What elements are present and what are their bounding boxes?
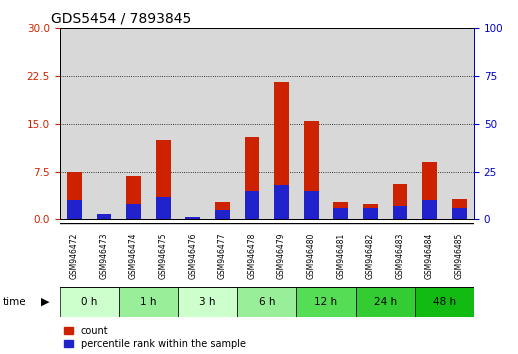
Bar xyxy=(296,28,326,219)
Text: GSM946477: GSM946477 xyxy=(218,232,227,279)
Bar xyxy=(148,28,178,219)
Text: GSM946474: GSM946474 xyxy=(129,232,138,279)
Bar xyxy=(363,208,378,219)
Text: GDS5454 / 7893845: GDS5454 / 7893845 xyxy=(51,12,192,26)
Bar xyxy=(363,204,378,219)
Text: 1 h: 1 h xyxy=(140,297,156,307)
Bar xyxy=(444,28,474,219)
Text: GSM946473: GSM946473 xyxy=(99,232,108,279)
Bar xyxy=(452,199,467,219)
Text: time: time xyxy=(3,297,26,307)
Bar xyxy=(304,191,319,219)
Bar xyxy=(185,217,200,219)
Text: 12 h: 12 h xyxy=(314,297,338,307)
Bar xyxy=(244,137,260,219)
Bar xyxy=(304,121,319,219)
Bar xyxy=(355,287,415,317)
Bar xyxy=(156,196,170,219)
Text: 3 h: 3 h xyxy=(199,297,216,307)
Text: 48 h: 48 h xyxy=(433,297,456,307)
Bar xyxy=(422,200,437,219)
Text: GSM946476: GSM946476 xyxy=(188,232,197,279)
Bar xyxy=(156,140,170,219)
Bar xyxy=(67,200,82,219)
Bar xyxy=(355,28,385,219)
Bar xyxy=(185,218,200,219)
Text: 24 h: 24 h xyxy=(373,297,397,307)
Bar xyxy=(274,82,289,219)
Bar xyxy=(119,28,148,219)
Bar xyxy=(89,28,119,219)
Bar xyxy=(393,206,407,219)
Bar xyxy=(393,184,407,219)
Bar xyxy=(60,287,119,317)
Bar xyxy=(178,28,208,219)
Bar xyxy=(415,28,444,219)
Bar xyxy=(96,214,111,219)
Bar xyxy=(334,208,348,219)
Bar xyxy=(96,216,111,219)
Bar xyxy=(237,28,267,219)
Bar xyxy=(60,28,89,219)
Bar xyxy=(452,208,467,219)
Bar xyxy=(126,176,141,219)
Bar xyxy=(334,202,348,219)
Bar xyxy=(415,287,474,317)
Bar xyxy=(296,287,355,317)
Text: GSM946482: GSM946482 xyxy=(366,232,375,279)
Legend: count, percentile rank within the sample: count, percentile rank within the sample xyxy=(64,326,246,349)
Text: GSM946485: GSM946485 xyxy=(455,232,464,279)
Bar xyxy=(422,162,437,219)
Text: GSM946475: GSM946475 xyxy=(159,232,168,279)
Bar xyxy=(215,202,230,219)
Bar xyxy=(244,191,260,219)
Bar xyxy=(326,28,355,219)
Text: 0 h: 0 h xyxy=(81,297,97,307)
Text: GSM946478: GSM946478 xyxy=(248,232,256,279)
Bar xyxy=(274,185,289,219)
Text: 6 h: 6 h xyxy=(258,297,275,307)
Text: ▶: ▶ xyxy=(41,297,50,307)
Bar xyxy=(385,28,415,219)
Bar xyxy=(178,287,237,317)
Bar xyxy=(67,172,82,219)
Text: GSM946483: GSM946483 xyxy=(395,232,405,279)
Text: GSM946479: GSM946479 xyxy=(277,232,286,279)
Bar xyxy=(126,204,141,219)
Text: GSM946481: GSM946481 xyxy=(336,232,346,279)
Bar xyxy=(119,287,178,317)
Text: GSM946472: GSM946472 xyxy=(70,232,79,279)
Bar xyxy=(237,287,296,317)
Bar xyxy=(267,28,296,219)
Text: GSM946480: GSM946480 xyxy=(307,232,315,279)
Bar xyxy=(208,28,237,219)
Text: GSM946484: GSM946484 xyxy=(425,232,434,279)
Bar xyxy=(215,210,230,219)
